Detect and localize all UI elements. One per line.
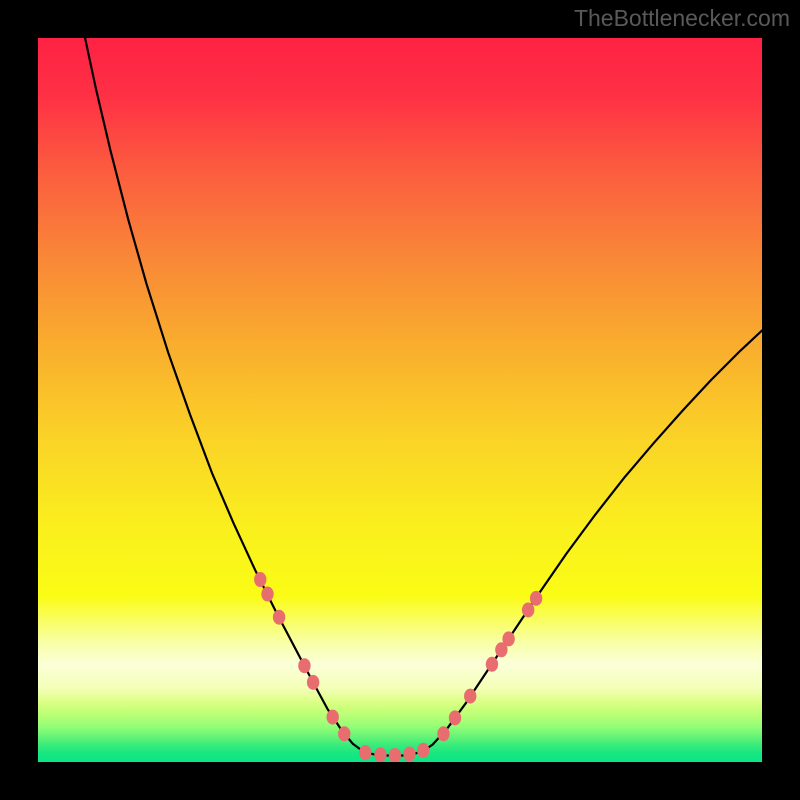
data-marker (417, 743, 429, 758)
data-marker (403, 747, 415, 762)
data-marker (464, 689, 476, 704)
data-marker (359, 745, 371, 760)
data-marker (437, 726, 449, 741)
watermark-text: TheBottlenecker.com (574, 5, 790, 32)
gradient-background (38, 38, 762, 762)
plot-svg (38, 38, 762, 762)
data-marker (338, 726, 350, 741)
data-marker (298, 658, 310, 673)
data-marker (307, 675, 319, 690)
data-marker (449, 710, 461, 725)
data-marker (261, 587, 273, 602)
data-marker (486, 657, 498, 672)
data-marker (530, 591, 542, 606)
data-marker (273, 610, 285, 625)
data-marker (374, 747, 386, 762)
data-marker (326, 710, 338, 725)
data-marker (522, 602, 534, 617)
data-marker (502, 631, 514, 646)
data-marker (254, 572, 266, 587)
plot-area (38, 38, 762, 762)
